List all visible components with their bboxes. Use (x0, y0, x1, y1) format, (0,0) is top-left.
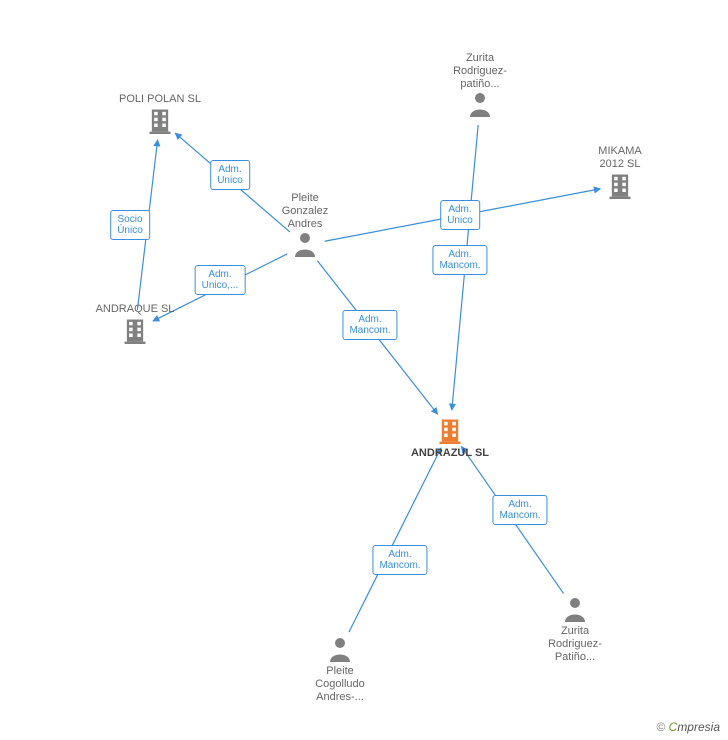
person-icon (563, 596, 587, 622)
edge-line (349, 448, 441, 632)
edge-label[interactable]: Adm.Mancom. (492, 495, 547, 525)
diagram-canvas: POLI POLAN SL ANDRAQUE SL MIKAMA2012 SL (0, 0, 728, 740)
node-polipolan[interactable]: POLI POLAN SL (115, 93, 205, 137)
watermark: © Cmpresia (656, 720, 720, 734)
node-label: POLI POLAN SL (115, 93, 205, 106)
edge-label[interactable]: Adm.Unico,... (195, 265, 246, 295)
edge-label[interactable]: Adm.Mancom. (372, 545, 427, 575)
node-zurita1[interactable]: ZuritaRodriguez-patiño... (435, 52, 525, 120)
node-label: MIKAMA2012 SL (575, 145, 665, 171)
node-andrazul[interactable]: ANDRAZUL SL (405, 416, 495, 460)
node-pleite_g[interactable]: PleiteGonzalezAndres (260, 192, 350, 260)
node-label: PleiteGonzalezAndres (260, 192, 350, 231)
brand-initial: C (669, 720, 678, 734)
edge-label[interactable]: Adm.Unico (210, 160, 250, 190)
person-icon (328, 636, 352, 662)
brand-rest: mpresia (677, 720, 720, 734)
person-icon (293, 231, 317, 257)
edge-label[interactable]: Adm.Unico (440, 200, 480, 230)
node-pleite_c[interactable]: PleiteCogolludoAndres-... (295, 636, 385, 704)
edge-label[interactable]: Adm.Mancom. (432, 245, 487, 275)
node-label: ZuritaRodriguez-Patiño... (530, 625, 620, 664)
node-mikama[interactable]: MIKAMA2012 SL (575, 145, 665, 202)
node-label: PleiteCogolludoAndres-... (295, 665, 385, 704)
edge-label[interactable]: Adm.Mancom. (342, 310, 397, 340)
building-icon (146, 106, 174, 134)
node-label: ANDRAQUE SL (90, 303, 180, 316)
node-label: ZuritaRodriguez-patiño... (435, 52, 525, 91)
person-icon (468, 91, 492, 117)
building-icon (436, 416, 464, 444)
edge-label[interactable]: SocioÚnico (110, 210, 150, 240)
node-label: ANDRAZUL SL (405, 447, 495, 460)
copyright-symbol: © (656, 720, 665, 734)
building-icon (606, 171, 634, 199)
node-zurita2[interactable]: ZuritaRodriguez-Patiño... (530, 596, 620, 664)
node-andraque[interactable]: ANDRAQUE SL (90, 303, 180, 347)
building-icon (121, 316, 149, 344)
